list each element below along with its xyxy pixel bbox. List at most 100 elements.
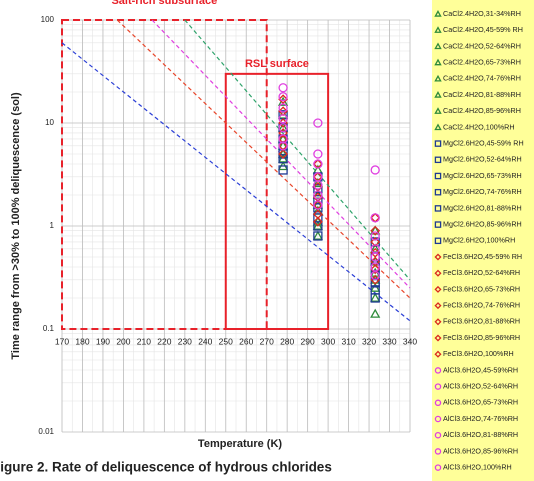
legend-marker <box>434 415 442 423</box>
marker <box>370 165 380 175</box>
legend-label: AlCl3.6H2O,81-88%RH <box>443 430 518 439</box>
x-tick-label: 210 <box>137 336 151 346</box>
legend-label: MgCl2.6H2O,74-76%RH <box>443 187 522 196</box>
legend-marker <box>434 399 442 407</box>
x-tick-label: 170 <box>55 336 69 346</box>
marker <box>370 225 381 236</box>
x-tick-label: 280 <box>280 336 294 346</box>
marker <box>278 134 288 144</box>
legend-marker <box>434 140 442 147</box>
marker <box>313 190 323 200</box>
legend-marker <box>434 123 442 131</box>
marker <box>313 231 323 241</box>
marker <box>370 243 381 253</box>
legend-marker <box>434 205 442 212</box>
marker <box>278 123 288 133</box>
region-box <box>61 19 268 330</box>
legend-label: FeCl3.6H2O,45-59% RH <box>443 252 522 261</box>
region-label: Salt-rich subsurface <box>111 0 217 7</box>
marker <box>278 92 288 102</box>
marker <box>313 159 323 169</box>
legend-marker <box>434 42 442 50</box>
marker <box>370 264 381 275</box>
x-tick-label: 290 <box>301 336 315 346</box>
x-tick-label: 220 <box>157 336 171 346</box>
marker <box>370 252 380 262</box>
marker <box>370 270 380 281</box>
legend-marker <box>434 221 442 228</box>
x-tick-label: 270 <box>260 336 274 346</box>
x-tick-label: 180 <box>75 336 89 346</box>
legend-label: CaCl2.4H2O,45-59% RH <box>443 25 523 34</box>
x-tick-label: 330 <box>382 336 396 346</box>
marker <box>312 230 323 240</box>
marker <box>277 122 289 132</box>
legend-label: FeCl3.6H2O,74-76%RH <box>443 301 520 310</box>
x-tick-label: 320 <box>362 336 376 346</box>
marker <box>370 278 380 288</box>
marker <box>313 221 323 231</box>
legend-label: AlCl3.6H2O,100%RH <box>443 463 512 472</box>
legend-label: CaCl2.4H2O,100%RH <box>443 122 515 131</box>
marker <box>278 165 288 175</box>
legend-label: MgCl2.6H2O,85-96%RH <box>443 220 522 229</box>
legend-label: MgCl2.6H2O,100%RH <box>443 236 515 245</box>
x-tick-label: 230 <box>178 336 192 346</box>
marker <box>370 282 381 292</box>
marker <box>312 216 323 227</box>
legend-marker <box>434 464 442 471</box>
legend-marker <box>434 58 442 66</box>
legend-label: FeCl3.6H2O,52-64%RH <box>443 268 520 277</box>
legend-label: CaCl2.4H2O,81-88%RH <box>443 90 521 99</box>
legend-marker <box>434 383 442 390</box>
legend-label: AlCl3.6H2O,65-73%RH <box>443 398 518 407</box>
legend-label: CaCl2.4H2O,85-96%RH <box>443 106 521 115</box>
legend-label: MgCl2.6H2O,81-88%RH <box>443 203 522 212</box>
legend-label: MgCl2.6H2O,65-73%RH <box>443 171 522 180</box>
legend-marker <box>434 10 442 17</box>
marker <box>313 200 323 210</box>
legend-marker <box>434 367 442 374</box>
legend-label: CaCl2.4H2O,65-73%RH <box>443 58 521 67</box>
legend-marker <box>434 334 442 342</box>
legend-marker <box>434 448 442 455</box>
legend-marker <box>434 285 442 293</box>
legend-marker <box>434 91 442 98</box>
marker <box>370 292 381 302</box>
x-tick-label: 190 <box>96 336 110 346</box>
x-tick-label: 200 <box>116 336 130 346</box>
marker <box>313 203 323 213</box>
x-tick-label: 240 <box>198 336 212 346</box>
legend-marker <box>434 350 442 358</box>
y-tick-label: 100 <box>41 15 55 24</box>
trend-line <box>61 42 411 322</box>
y-axis-label: Time range from >30% to 100% deliquescen… <box>10 92 22 360</box>
legend-label: AlCl3.6H2O,85-96%RH <box>443 446 518 455</box>
legend-marker <box>434 269 442 277</box>
marker <box>370 213 380 223</box>
x-tick-label: 260 <box>239 336 253 346</box>
legend-label: FeCl3.6H2O,85-96%RH <box>443 333 520 342</box>
legend-label: CaCl2.4H2O,74-76%RH <box>443 74 521 83</box>
marker <box>313 149 323 159</box>
x-tick-label: 250 <box>219 336 233 346</box>
marker <box>278 141 288 151</box>
legend-label: AlCl3.6H2O,52-64%RH <box>443 382 518 391</box>
x-axis-label: Temperature (K) <box>198 438 282 450</box>
legend-background <box>432 0 534 481</box>
marker <box>278 94 289 105</box>
y-tick-label: 10 <box>45 118 54 127</box>
legend-label: CaCl2.4H2O,52-64%RH <box>443 41 521 50</box>
marker <box>313 180 323 190</box>
legend-label: FeCl3.6H2O,100%RH <box>443 349 514 358</box>
legend-label: FeCl3.6H2O,81-88%RH <box>443 317 520 326</box>
marker <box>278 128 289 138</box>
marker <box>312 220 323 230</box>
marker <box>312 177 323 188</box>
region-box <box>224 72 330 331</box>
trend-line <box>116 19 411 299</box>
region-label: RSL surface <box>245 58 309 70</box>
legend-label: CaCl2.4H2O,31-34%RH <box>443 9 521 18</box>
marker <box>370 231 380 241</box>
